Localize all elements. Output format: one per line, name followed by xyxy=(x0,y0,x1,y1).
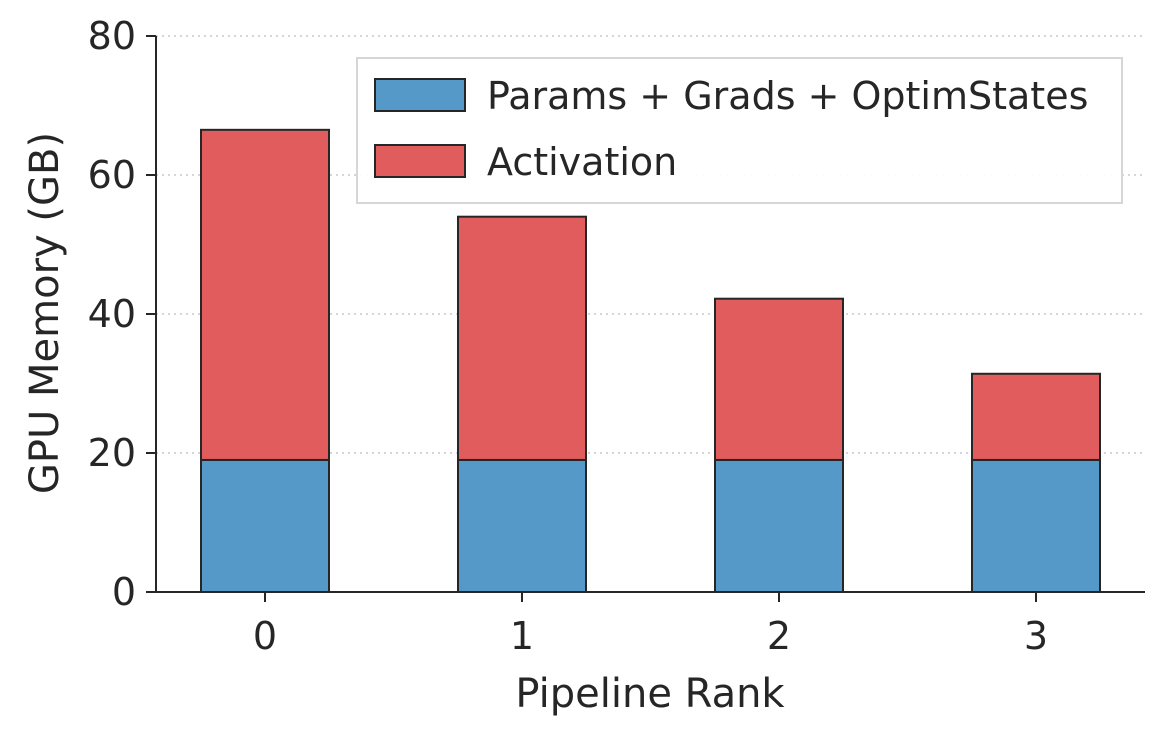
bar-segment-params-3 xyxy=(971,458,1101,594)
x-tick-label: 3 xyxy=(1024,614,1048,658)
y-tick-label: 60 xyxy=(88,153,136,197)
y-tick-label: 20 xyxy=(88,431,136,475)
bar-segment-activation-3 xyxy=(971,372,1101,461)
legend: Params + Grads + OptimStates Activation xyxy=(356,57,1123,204)
y-tick-label: 80 xyxy=(88,14,136,58)
y-tick-label: 40 xyxy=(88,292,136,336)
bar-segment-activation-2 xyxy=(714,297,844,461)
y-axis-label: GPU Memory (GB) xyxy=(22,132,68,494)
bar-segment-activation-0 xyxy=(200,128,330,461)
legend-swatch xyxy=(374,144,466,178)
axes: 0 20 40 60 80 0 1 2 3 xyxy=(88,14,1145,658)
legend-label: Params + Grads + OptimStates xyxy=(487,74,1088,118)
bar-segment-params-1 xyxy=(457,458,587,594)
bar-segment-activation-1 xyxy=(457,215,587,461)
legend-box xyxy=(356,57,1123,204)
bar-segment-params-0 xyxy=(200,458,330,594)
y-tick-label: 0 xyxy=(112,570,136,614)
legend-swatch xyxy=(374,78,466,112)
bars xyxy=(200,128,1101,594)
bar-segment-params-2 xyxy=(714,458,844,594)
x-tick-label: 2 xyxy=(767,614,791,658)
legend-label: Activation xyxy=(487,140,677,184)
x-axis-label: Pipeline Rank xyxy=(515,671,785,717)
axis-labels: Pipeline Rank GPU Memory (GB) xyxy=(22,132,785,717)
x-tick-label: 1 xyxy=(510,614,534,658)
x-tick-label: 0 xyxy=(253,614,277,658)
